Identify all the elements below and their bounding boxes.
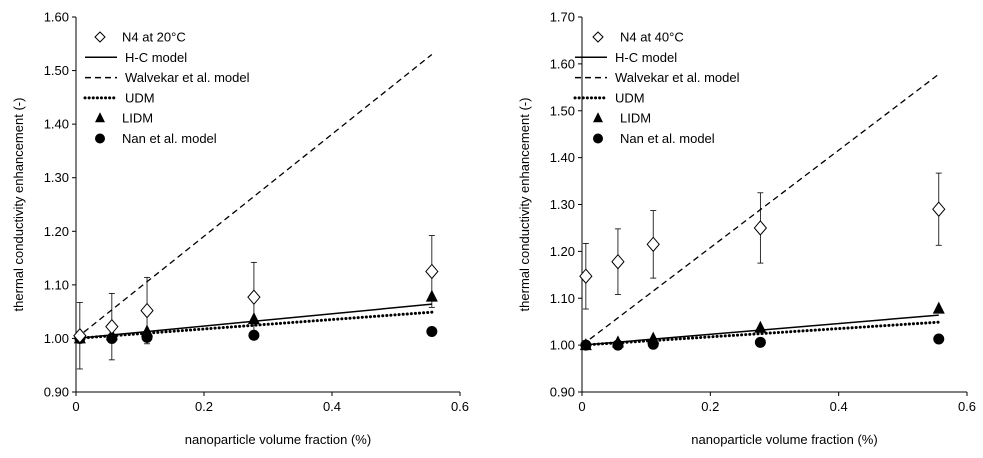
x-tick-label: 0.4 bbox=[830, 399, 848, 414]
legend-label: Nan et al. model bbox=[620, 131, 715, 146]
lidm-point bbox=[647, 331, 660, 344]
x-tick-label: 0 bbox=[72, 399, 79, 414]
legend-symbol-triangle bbox=[95, 112, 105, 123]
y-axis-label: thermal conductivity enhancement (-) bbox=[517, 98, 532, 312]
y-tick-label: 1.20 bbox=[44, 224, 69, 239]
legend-label: H-C model bbox=[125, 50, 187, 65]
experimental-point bbox=[425, 263, 439, 280]
legend-label: N4 at 20°C bbox=[122, 30, 186, 45]
experimental-point bbox=[247, 289, 261, 305]
y-tick-label: 1.60 bbox=[550, 56, 575, 71]
experimental-point bbox=[105, 318, 119, 335]
legend-label: UDM bbox=[615, 90, 645, 105]
x-tick-label: 0.2 bbox=[701, 399, 719, 414]
experimental-point bbox=[140, 302, 154, 319]
lidm-point bbox=[141, 324, 154, 337]
x-tick-label: 0.2 bbox=[195, 399, 213, 414]
experimental-point bbox=[611, 253, 625, 270]
y-tick-label: 1.50 bbox=[44, 63, 69, 78]
y-tick-label: 1.40 bbox=[550, 150, 575, 165]
x-tick-label: 0.6 bbox=[451, 399, 469, 414]
left-chart: 0.90 1.00 1.10 1.20 1.30 1.40 1.50 1.60 0 0.2 0.4 0… bbox=[11, 10, 469, 448]
y-tick-label: 1.20 bbox=[550, 244, 575, 259]
walvekar-model-line bbox=[75, 53, 433, 339]
udm-line bbox=[580, 320, 941, 347]
lidm-point bbox=[247, 312, 260, 325]
y-tick-label: 1.10 bbox=[550, 291, 575, 306]
y-tick-label: 1.50 bbox=[550, 103, 575, 118]
legend-label: Walvekar et al. model bbox=[615, 70, 740, 85]
y-tick-label: 0.90 bbox=[550, 385, 575, 400]
experimental-point bbox=[646, 236, 660, 253]
legend-label: N4 at 40°C bbox=[620, 30, 684, 45]
x-axis-label: nanoparticle volume fraction (%) bbox=[185, 432, 371, 447]
right-chart: 0.90 1.00 1.10 1.20 1.30 1.40 1.50 1.60 1.70 0 0.2… bbox=[517, 10, 976, 448]
legend: N4 at 40°C H-C model Walvekar et al. model… bbox=[573, 30, 740, 146]
y-tick-label: 1.70 bbox=[550, 10, 575, 25]
x-tick-label: 0.6 bbox=[958, 399, 976, 414]
legend-symbol-triangle bbox=[593, 112, 603, 123]
legend: N4 at 20°C H-C model Walvekar et al. model… bbox=[83, 30, 250, 146]
nan-model-point bbox=[754, 336, 766, 348]
experimental-point bbox=[73, 327, 87, 344]
y-tick-label: 1.30 bbox=[550, 197, 575, 212]
experimental-point bbox=[753, 220, 768, 236]
experimental-point bbox=[932, 201, 946, 217]
legend-label: LIDM bbox=[620, 111, 651, 126]
lidm-point bbox=[932, 301, 945, 314]
y-tick-label: 1.00 bbox=[550, 338, 575, 353]
nan-model-point bbox=[426, 325, 438, 337]
legend-label: Walvekar et al. model bbox=[125, 70, 250, 85]
experimental-point bbox=[579, 268, 593, 284]
legend-symbol-diamond bbox=[94, 31, 106, 43]
x-axis-label: nanoparticle volume fraction (%) bbox=[691, 432, 877, 447]
lidm-point bbox=[611, 335, 624, 348]
legend-label: UDM bbox=[125, 90, 155, 105]
legend-label: LIDM bbox=[122, 111, 153, 126]
y-tick-label: 1.40 bbox=[44, 117, 69, 132]
y-tick-label: 1.10 bbox=[44, 277, 69, 292]
y-tick-label: 0.90 bbox=[44, 385, 69, 400]
lidm-point bbox=[425, 289, 438, 302]
x-tick-label: 0 bbox=[578, 399, 585, 414]
lidm-point bbox=[579, 338, 592, 351]
legend-label: H-C model bbox=[615, 50, 677, 65]
y-tick-label: 1.30 bbox=[44, 170, 69, 185]
y-axis-label: thermal conductivity enhancement (-) bbox=[11, 98, 26, 312]
y-tick-label: 1.60 bbox=[44, 10, 69, 25]
nan-model-point bbox=[248, 329, 260, 341]
nan-model-point bbox=[933, 333, 945, 345]
legend-symbol-diamond bbox=[592, 31, 604, 43]
y-tick-label: 1.00 bbox=[44, 331, 69, 346]
x-tick-label: 0.4 bbox=[323, 399, 341, 414]
lidm-point bbox=[754, 320, 767, 333]
legend-symbol-circle bbox=[95, 133, 105, 144]
legend-label: Nan et al. model bbox=[122, 131, 217, 146]
legend-symbol-circle bbox=[593, 133, 603, 144]
